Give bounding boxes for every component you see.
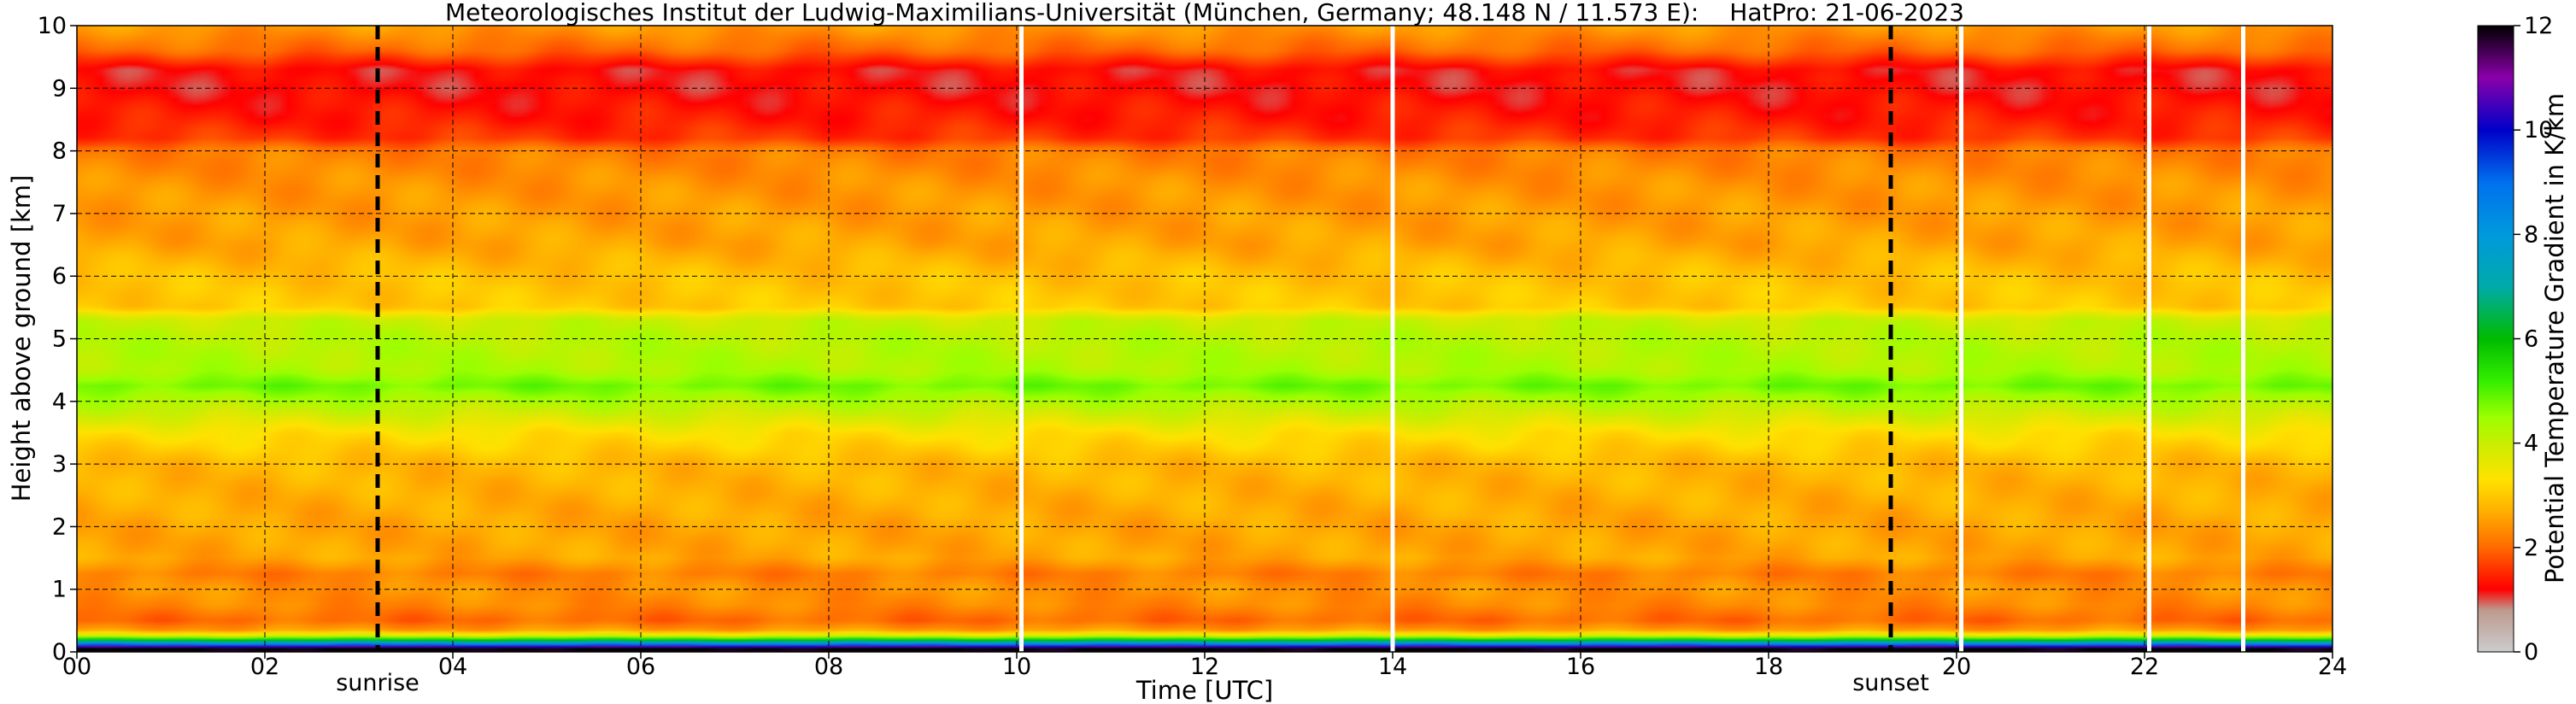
chart-subtitle: HatPro: 21-06-2023 xyxy=(1729,0,1964,26)
colorbar-ticks: 0 2 4 6 8 10 12 xyxy=(2514,13,2553,666)
y-tick-label: 9 xyxy=(52,75,67,102)
colorbar-tick-label: 10 xyxy=(2524,117,2553,144)
colorbar-tick-label: 2 xyxy=(2524,535,2538,561)
y-tick-label: 1 xyxy=(52,577,67,603)
x-tick-label: 18 xyxy=(1754,654,1783,680)
data-gaps xyxy=(1019,26,2245,652)
y-axis-label: Height above ground [km] xyxy=(7,175,36,502)
x-tick-label: 14 xyxy=(1378,654,1407,680)
colorbar-tick-label: 12 xyxy=(2524,13,2553,39)
x-tick-label: 24 xyxy=(2318,654,2347,680)
x-tick-label: 08 xyxy=(814,654,843,680)
x-tick-label: 00 xyxy=(62,654,91,680)
x-tick-label: 12 xyxy=(1190,654,1219,680)
x-tick-label: 06 xyxy=(626,654,655,680)
plot-grid xyxy=(77,26,2332,652)
chart-title-line: Meteorologisches Institut der Ludwig-Max… xyxy=(445,0,1964,26)
x-tick-label: 02 xyxy=(250,654,279,680)
colorbar-tick-label: 6 xyxy=(2524,326,2538,353)
x-tick-label: 22 xyxy=(2130,654,2159,680)
y-tick-label: 7 xyxy=(52,201,67,227)
y-tick-label: 6 xyxy=(52,263,67,290)
colorbar xyxy=(2477,25,2514,653)
x-axis-label: Time [UTC] xyxy=(1135,676,1273,704)
colorbar-tick-label: 4 xyxy=(2524,431,2538,457)
sun-markers: sunrise sunset xyxy=(336,26,1929,696)
x-tick-label: 10 xyxy=(1002,654,1031,680)
marker-label-sunset: sunset xyxy=(1852,670,1929,696)
colorbar-label: Potential Temperature Gradient in K/km xyxy=(2540,93,2569,584)
colorbar-tick-label: 0 xyxy=(2524,639,2538,666)
chart-title: Meteorologisches Institut der Ludwig-Max… xyxy=(445,0,1699,26)
y-tick-label: 5 xyxy=(52,326,67,353)
x-axis-ticks: 00 02 04 06 08 10 12 14 16 18 20 22 24 xyxy=(62,652,2347,680)
colorbar-tick-label: 8 xyxy=(2524,221,2538,248)
y-tick-label: 4 xyxy=(52,389,67,415)
y-tick-label: 8 xyxy=(52,138,67,165)
y-tick-label: 3 xyxy=(52,451,67,478)
marker-label-sunrise: sunrise xyxy=(336,670,420,696)
x-tick-label: 20 xyxy=(1942,654,1971,680)
x-tick-label: 04 xyxy=(438,654,467,680)
y-tick-label: 0 xyxy=(52,639,67,666)
y-tick-label: 2 xyxy=(52,513,67,540)
y-axis-ticks: 0 1 2 3 4 5 6 7 8 9 10 xyxy=(38,13,77,666)
y-tick-label: 10 xyxy=(38,13,67,39)
colorbar-scale xyxy=(2477,25,2514,653)
x-tick-label: 16 xyxy=(1566,654,1595,680)
